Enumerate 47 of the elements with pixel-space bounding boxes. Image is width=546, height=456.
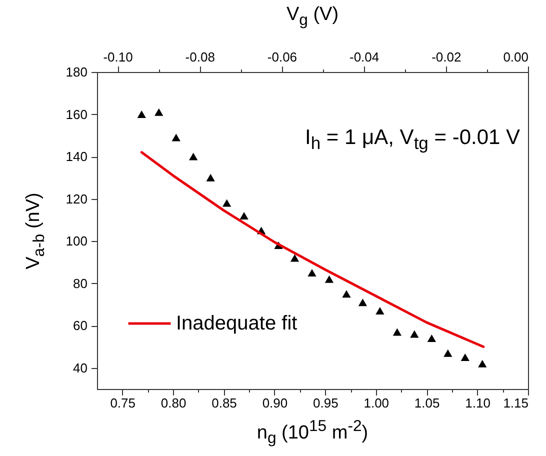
x2-tick-label: -0.10 [103, 50, 133, 64]
point [206, 174, 215, 182]
x2-tick-label: -0.08 [185, 50, 215, 64]
point [358, 298, 368, 306]
point [172, 134, 180, 142]
line-series [140, 151, 485, 348]
x2-tick-label: -0.04 [349, 50, 380, 64]
point [392, 328, 402, 336]
x-axis-title: n$_{g}$ (10$^{15}$ m$^{-2}$) [256, 418, 368, 448]
x2-tick-label: 0.00 [503, 50, 528, 64]
point [189, 152, 198, 160]
y-tick-label: 40 [73, 360, 88, 376]
legend-label: Inadequate fit [176, 312, 298, 334]
annotation: I$_{h}$ = 1 μA, V$_{tg}$ = -0.01 V [305, 126, 520, 154]
y-tick-label: 80 [73, 276, 88, 291]
y-tick-label: 160 [66, 106, 88, 122]
point [444, 349, 452, 357]
x2-axis-title: V$_{g}$ (V) [286, 4, 339, 30]
y-tick-label: 60 [73, 318, 88, 334]
x-tick-label: 0.80 [160, 396, 186, 410]
x2-tick-label: -0.02 [432, 50, 462, 64]
point [137, 110, 146, 118]
point [324, 275, 334, 283]
y-tick-label: 100 [66, 234, 88, 249]
y-tick-label: 180 [66, 64, 88, 80]
point [410, 330, 419, 338]
point [376, 307, 384, 315]
x2-tick-label: -0.06 [267, 50, 298, 64]
point [240, 212, 248, 220]
point [290, 254, 300, 262]
x-tick-label: 1.15 [503, 396, 528, 410]
x-tick-label: 0.75 [110, 396, 136, 410]
point [342, 290, 351, 298]
point [460, 354, 470, 362]
point [308, 269, 316, 277]
point [427, 334, 436, 342]
x-tick-label: 0.95 [313, 396, 338, 410]
x-tick-label: 0.90 [262, 396, 288, 410]
x-tick-label: 1.05 [414, 396, 440, 410]
point [222, 199, 232, 207]
y-tick-label: 120 [66, 191, 88, 206]
y-tick-label: 140 [66, 149, 88, 164]
point [478, 360, 487, 368]
point [154, 108, 164, 116]
x-tick-label: 1.00 [364, 396, 390, 410]
x-tick-label: 1.10 [465, 396, 490, 410]
x-tick-label: 0.85 [212, 396, 237, 410]
